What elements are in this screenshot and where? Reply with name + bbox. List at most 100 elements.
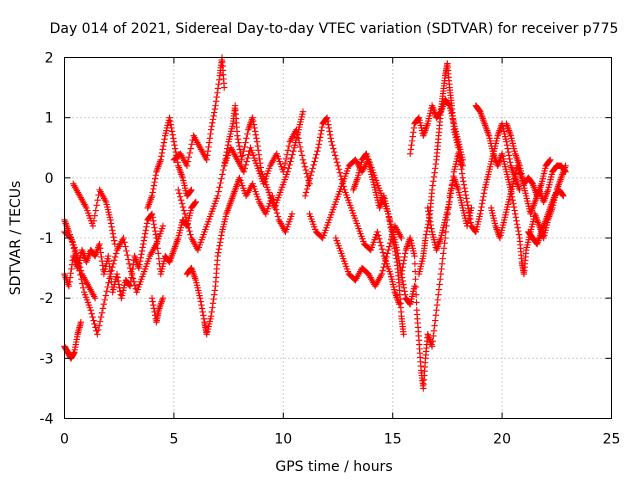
data-point (515, 227, 522, 235)
data-point (383, 253, 390, 261)
data-point (431, 322, 438, 329)
data-point (301, 163, 309, 170)
data-point (187, 231, 194, 238)
data-point (387, 224, 395, 231)
data-point (326, 128, 333, 135)
data-point (299, 156, 307, 163)
data-point (121, 239, 128, 246)
data-point (513, 217, 520, 225)
data-point (333, 159, 341, 166)
data-point (559, 191, 566, 199)
data-point (296, 143, 304, 151)
data-point (219, 171, 226, 178)
data-point (307, 172, 315, 179)
data-point (305, 178, 313, 186)
data-point (184, 158, 192, 165)
data-point (65, 282, 73, 290)
data-point (171, 141, 178, 149)
data-point (218, 232, 225, 239)
data-point (329, 141, 336, 149)
data-point (506, 155, 513, 163)
data-point (206, 135, 214, 142)
data-point (185, 154, 193, 161)
data-point (222, 155, 229, 163)
data-point (425, 211, 433, 218)
data-point (106, 263, 113, 270)
data-point (386, 217, 393, 225)
data-point (468, 204, 475, 212)
data-point (211, 291, 218, 298)
data-point (199, 308, 206, 316)
data-point (428, 225, 435, 232)
data-point (123, 247, 130, 255)
data-point (429, 182, 436, 189)
data-point (187, 145, 194, 152)
data-point (187, 187, 194, 194)
data-point (215, 188, 222, 195)
data-point (400, 331, 407, 338)
data-point (334, 162, 342, 169)
data-point (106, 275, 113, 282)
data-point (222, 152, 230, 159)
data-point (440, 245, 448, 252)
data-point (282, 155, 290, 163)
data-point (505, 148, 512, 156)
data-point (137, 254, 144, 261)
data-point (127, 268, 135, 275)
data-point (432, 317, 439, 324)
data-point (66, 274, 74, 281)
data-point (428, 343, 436, 350)
data-point (411, 260, 419, 267)
data-point (479, 196, 486, 204)
data-point (122, 243, 129, 250)
data-point (257, 164, 264, 171)
data-point (478, 200, 486, 207)
data-point (386, 243, 393, 250)
data-point (316, 134, 324, 141)
data-point (463, 198, 471, 206)
data-point (408, 137, 416, 145)
data-point (138, 247, 146, 255)
data-point (562, 168, 569, 176)
data-point (510, 203, 518, 211)
data-point (431, 169, 438, 176)
data-point (250, 121, 258, 128)
data-point (284, 147, 292, 154)
data-point (286, 161, 293, 169)
data-point (441, 239, 448, 247)
data-point (432, 312, 440, 319)
data-point (139, 244, 146, 251)
data-point (141, 233, 148, 241)
data-point (325, 124, 333, 132)
x-tick-label: 15 (384, 432, 402, 448)
data-point (178, 200, 186, 207)
data-point (378, 270, 385, 278)
data-point (515, 231, 523, 238)
data-point (214, 252, 221, 260)
data-point (290, 147, 297, 155)
data-point (98, 309, 106, 316)
data-point (68, 265, 75, 273)
data-point (88, 310, 95, 317)
data-point (208, 123, 215, 130)
data-point (318, 123, 326, 131)
data-point (210, 112, 217, 120)
data-point (313, 151, 320, 158)
data-point (323, 114, 331, 121)
data-point (236, 142, 243, 150)
data-point (326, 131, 334, 139)
data-point (462, 188, 469, 195)
data-point (398, 274, 406, 281)
y-tick-label: 0 (45, 171, 54, 187)
data-point (214, 192, 221, 200)
data-point (407, 146, 415, 153)
data-point (503, 138, 510, 145)
data-point (97, 313, 105, 321)
data-point (310, 161, 317, 169)
data-point (212, 98, 220, 105)
data-point (434, 296, 441, 304)
data-point (298, 152, 306, 159)
data-point (398, 270, 405, 278)
data-point (79, 280, 86, 287)
data-point (516, 186, 523, 194)
